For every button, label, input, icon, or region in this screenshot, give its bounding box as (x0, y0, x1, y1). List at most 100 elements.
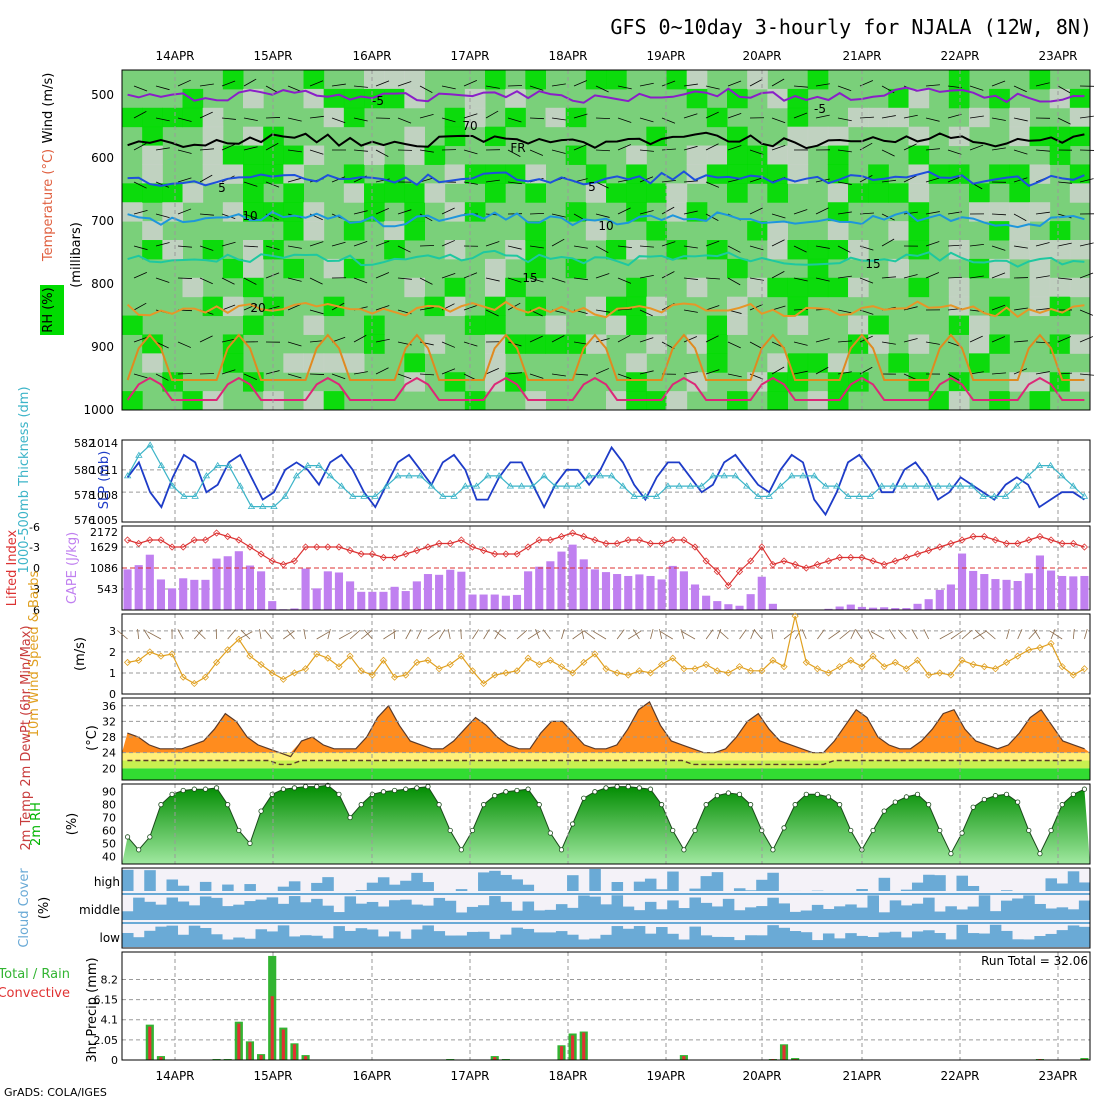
y-tick-label: 800 (91, 277, 114, 291)
wind-barb (287, 149, 302, 153)
wind-barb (309, 277, 323, 285)
wind-barb (397, 245, 411, 253)
rh-cell (323, 391, 345, 411)
rh-cell (948, 277, 970, 298)
bottom-date-label: 14APR (155, 1069, 194, 1083)
wind-barb (925, 148, 940, 151)
thickness-point (562, 482, 571, 489)
cloud-bar (188, 925, 201, 947)
wind-barb (771, 239, 785, 247)
rh-point (926, 802, 932, 808)
wind-barb (199, 245, 214, 251)
cape-bar (902, 608, 911, 610)
cloud-bar (555, 904, 568, 920)
rh2m-axis-label: 2m RH (29, 802, 44, 846)
wind-barb (991, 272, 1006, 279)
wind-barb (837, 371, 852, 375)
contour-label: 10 (242, 209, 257, 223)
surface-wind-barb (303, 628, 306, 640)
thickness-point (979, 492, 987, 499)
cloud-bar (522, 928, 535, 947)
cloud-bar (489, 896, 501, 920)
rh-cell (1069, 164, 1091, 184)
cape-bar (646, 575, 655, 610)
precip-tick: 0 (111, 1054, 118, 1067)
cloud-bar (911, 882, 924, 891)
rh-point (403, 786, 409, 792)
wind-barb (529, 85, 544, 91)
cloud-bar (333, 926, 345, 947)
cloud-bar (1067, 909, 1080, 920)
rh-cell (666, 183, 688, 203)
lifted-index-point (324, 543, 332, 551)
convective-bar (682, 1056, 686, 1060)
temp-band-cool (122, 768, 1090, 780)
thickness-point (326, 472, 334, 479)
rh-cell (727, 126, 748, 147)
cape-bar (446, 569, 455, 610)
wind-speed-point (1036, 644, 1044, 652)
surface-wind-barb (147, 631, 162, 640)
wind-barb (529, 335, 543, 343)
cloud-bar (255, 899, 268, 920)
rh-point (581, 795, 587, 801)
rh-cell (343, 221, 365, 241)
rh-cell (626, 145, 647, 165)
dewpoint-line (127, 759, 1085, 766)
rh-cell (686, 372, 708, 392)
wind-barb (463, 341, 478, 347)
rh-cell (989, 202, 1010, 222)
cloud-bar (756, 935, 768, 947)
wind-barb (969, 85, 984, 91)
cloud-bar (945, 906, 957, 920)
rh-point (447, 827, 453, 834)
thickness-point (889, 482, 897, 489)
wind-barb (793, 370, 808, 375)
rh-point (481, 802, 487, 808)
cloud-bar (767, 925, 779, 947)
rh-cell (303, 391, 325, 411)
cloud-bar (211, 897, 223, 920)
rh-cell (686, 334, 708, 354)
bottom-date-label: 18APR (548, 1069, 587, 1083)
rh-cell (565, 145, 587, 165)
cloud-bar (722, 936, 735, 947)
cloud-bar (667, 871, 679, 891)
rh-point (981, 796, 987, 803)
cloud-bar (633, 910, 646, 920)
wind-barb (155, 341, 169, 349)
rh-cell (142, 107, 163, 128)
wind-barb (529, 373, 544, 379)
wind-barb (287, 277, 302, 282)
rh-cell (243, 315, 264, 335)
wind-barb (705, 277, 720, 280)
surface-isotherm (126, 376, 1085, 401)
surface-wind-barb (633, 629, 640, 640)
rh-cell (162, 107, 183, 128)
cloud-bar (1012, 898, 1024, 920)
cloud-bar (411, 929, 423, 947)
wind-speed-point (824, 669, 833, 677)
cape-bar (1024, 573, 1033, 610)
rh-cell (323, 258, 345, 279)
rh-point (848, 827, 854, 834)
wind-speed-point (925, 671, 933, 679)
wind-barb (243, 117, 258, 121)
cloud-bar (422, 882, 434, 891)
wind-barb (485, 110, 499, 119)
lifted-index-point (869, 557, 877, 565)
lifted-index-point (702, 557, 710, 565)
rh-legend-swatch (40, 285, 64, 335)
wind-barb (683, 277, 698, 280)
rh-cell (182, 183, 204, 203)
wind-barb (485, 179, 500, 183)
thickness-axis-label: 1000-500mb Thickness (dm) (17, 386, 32, 573)
surface-wind-barb (438, 629, 446, 640)
wind-barb (727, 112, 742, 119)
cloud-bar (834, 906, 846, 920)
cloud-bar (199, 896, 212, 920)
wind-barb (331, 241, 346, 247)
cloud-bar (466, 931, 479, 947)
wind-speed-point (813, 665, 821, 673)
